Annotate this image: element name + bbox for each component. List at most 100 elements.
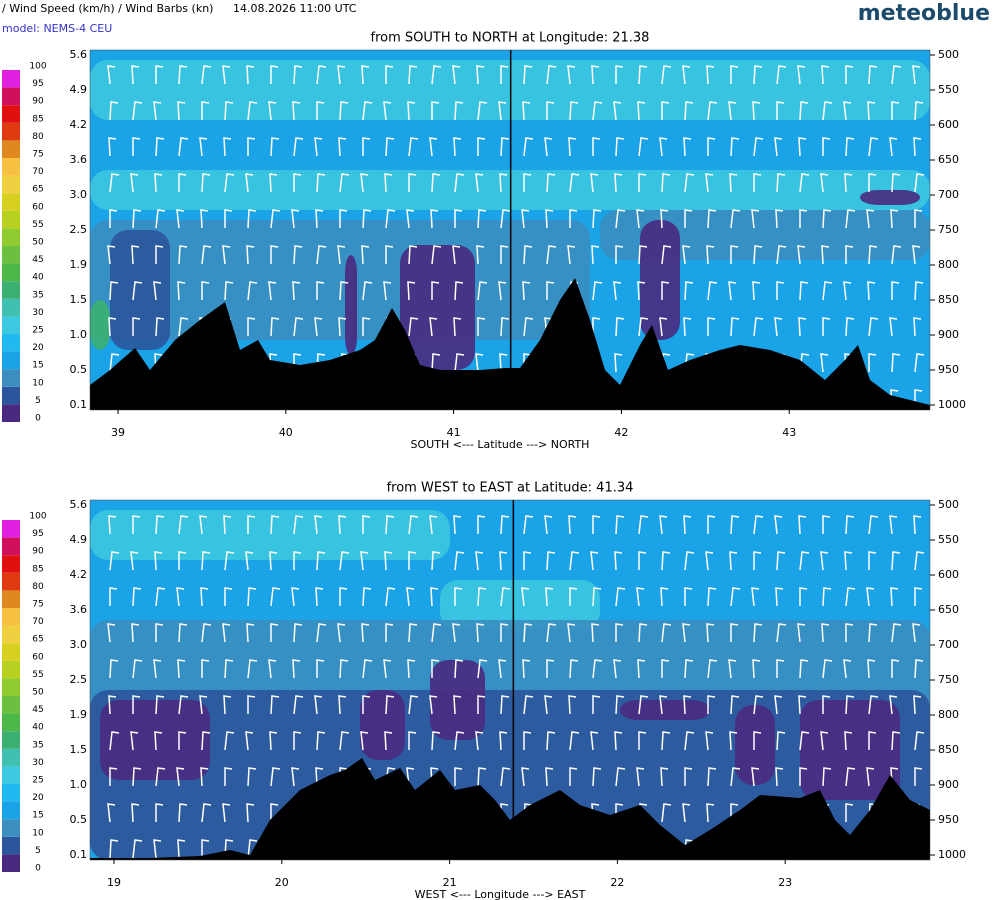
wind-barb — [408, 695, 419, 715]
wind-barb — [661, 731, 671, 751]
wind-barb — [454, 731, 465, 751]
wind-barb — [339, 731, 350, 751]
colorbar-box — [2, 643, 20, 661]
wind-barb — [914, 353, 925, 373]
wind-barb — [429, 695, 438, 715]
colorbar-box — [2, 316, 20, 334]
colorbar-box — [2, 193, 20, 211]
wind-barb — [914, 587, 923, 606]
colorbar-box — [2, 537, 20, 556]
wind-barb — [797, 623, 806, 643]
wind-barb — [546, 551, 556, 571]
wind-barb — [615, 695, 625, 715]
colorbar-label: 30 — [32, 758, 44, 768]
wind-barb — [107, 65, 116, 85]
wind-barb — [270, 209, 281, 229]
wind-barb — [201, 173, 211, 193]
wind-barb — [222, 803, 231, 823]
header-title: / Wind Speed (km/h) / Wind Barbs (kn) — [2, 2, 213, 15]
wind-barb — [868, 137, 879, 157]
wind-barb — [130, 173, 139, 193]
wind-barb — [361, 623, 370, 643]
wind-barb — [822, 767, 832, 787]
wind-barb — [821, 245, 830, 265]
wind-barb — [500, 587, 511, 607]
wind-barb — [178, 65, 188, 85]
wind-barb — [568, 515, 577, 535]
wind-barb — [799, 551, 810, 571]
wind-barb — [684, 731, 695, 751]
wind-barb — [684, 209, 693, 228]
wind-barb — [776, 101, 785, 120]
colorbar-label: 55 — [32, 670, 43, 680]
wind-barb — [224, 767, 233, 786]
height-label: 1.0 — [70, 328, 88, 341]
wind-barb — [913, 317, 922, 337]
wind-barb — [912, 65, 921, 85]
wind-barb — [753, 731, 762, 750]
wind-barb — [223, 515, 232, 535]
wind-barb — [293, 65, 303, 85]
wind-barb — [316, 623, 327, 643]
height-label: 1.5 — [70, 743, 88, 756]
wind-barb — [431, 659, 440, 678]
wind-barb — [155, 137, 165, 157]
wind-barb — [337, 623, 346, 643]
wind-barb — [293, 695, 304, 715]
wind-barb — [845, 65, 854, 84]
wind-barb — [615, 767, 626, 787]
wind-barb — [845, 803, 854, 822]
colorbar-box — [2, 175, 20, 194]
wind-barb — [753, 245, 763, 265]
x-tick-label: 23 — [778, 876, 792, 889]
wind-barb — [291, 587, 300, 607]
wind-barb — [774, 317, 783, 337]
wind-barb — [798, 695, 807, 715]
wind-barb — [730, 65, 739, 84]
wind-barb — [247, 659, 258, 679]
wind-barb — [199, 695, 208, 715]
wind-barb — [914, 173, 925, 193]
wind-barb — [337, 245, 346, 265]
wind-barb — [406, 767, 415, 787]
wind-barb — [224, 731, 235, 751]
colorbar-box — [2, 70, 20, 88]
wind-barb — [683, 695, 692, 715]
colorbar-label: 80 — [32, 132, 44, 142]
wind-barb — [454, 767, 463, 786]
wind-barb — [776, 551, 786, 571]
wind-barb — [431, 551, 441, 571]
wind-barb — [615, 515, 625, 535]
wind-barb — [661, 281, 670, 300]
wind-barb — [108, 515, 117, 535]
wind-barb — [201, 803, 212, 823]
wind-barb — [822, 101, 833, 121]
wind-barb — [546, 173, 556, 193]
wind-barb — [845, 767, 856, 787]
pressure-label: 1000 — [938, 398, 966, 411]
pressure-label: 900 — [938, 778, 959, 791]
wind-barb — [453, 515, 462, 535]
wind-barb — [728, 281, 737, 301]
wind-barb — [730, 695, 740, 715]
wind-barb — [820, 731, 829, 751]
x-axis-title: WEST <--- Longitude ---> EAST — [415, 888, 586, 900]
wind-barb — [522, 281, 531, 301]
wind-barb — [544, 137, 553, 157]
wind-barb — [729, 173, 738, 193]
wind-barb — [546, 659, 555, 678]
wind-barb — [339, 551, 350, 571]
wind-barb — [224, 551, 235, 571]
wind-barb — [891, 101, 900, 120]
wind-barb — [523, 173, 532, 192]
wind-barb — [891, 353, 901, 373]
terrain — [90, 758, 930, 860]
wind-barb — [776, 281, 785, 300]
wind-barb — [201, 65, 212, 85]
x-tick-label: 21 — [443, 876, 457, 889]
colorbar-label: 5 — [35, 846, 41, 856]
wind-barb — [132, 515, 141, 534]
wind-barb — [155, 65, 164, 84]
wind-barb — [477, 659, 488, 679]
wind-barb — [361, 245, 370, 265]
